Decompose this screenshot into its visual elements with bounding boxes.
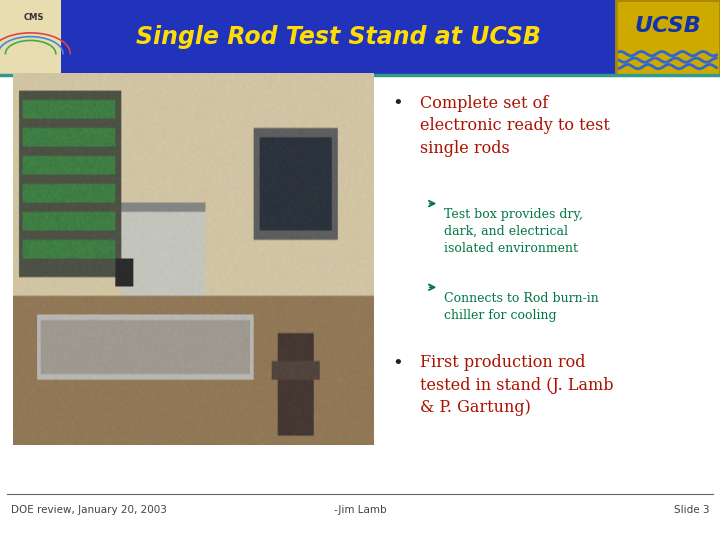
FancyBboxPatch shape — [0, 0, 61, 75]
Text: DOE review, January 20, 2003: DOE review, January 20, 2003 — [11, 505, 166, 515]
FancyBboxPatch shape — [0, 0, 720, 75]
FancyBboxPatch shape — [616, 0, 720, 75]
Text: Complete set of
electronic ready to test
single rods: Complete set of electronic ready to test… — [420, 94, 610, 157]
Text: First production rod
tested in stand (J. Lamb
& P. Gartung): First production rod tested in stand (J.… — [420, 354, 613, 416]
Text: •: • — [392, 94, 403, 112]
Text: Slide 3: Slide 3 — [674, 505, 709, 515]
Text: Test box provides dry,
dark, and electrical
isolated environment: Test box provides dry, dark, and electri… — [444, 208, 583, 255]
Text: Single Rod Test Stand at UCSB: Single Rod Test Stand at UCSB — [136, 25, 541, 49]
Text: -Jim Lamb: -Jim Lamb — [333, 505, 387, 515]
Text: CMS: CMS — [23, 14, 44, 23]
Text: UCSB: UCSB — [634, 16, 701, 36]
Text: •: • — [392, 354, 403, 372]
Text: Connects to Rod burn-in
chiller for cooling: Connects to Rod burn-in chiller for cool… — [444, 292, 599, 322]
